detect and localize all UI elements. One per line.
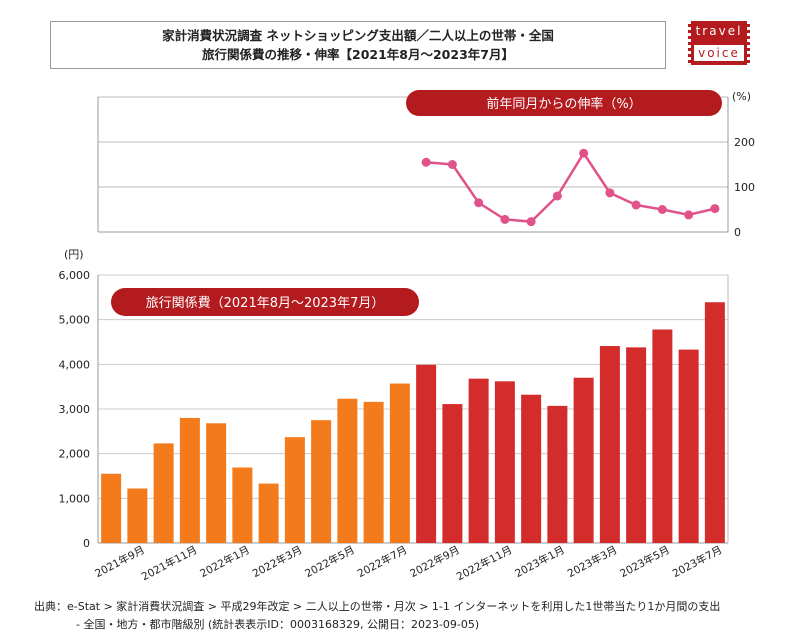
bar-x-tick-label: 2022年9月 bbox=[408, 543, 462, 580]
growth-rate-point bbox=[605, 188, 615, 198]
bar-x-tick-label: 2023年3月 bbox=[565, 543, 619, 580]
line-y-tick-label: 200 bbox=[734, 136, 755, 149]
logo-right-notch bbox=[747, 21, 750, 65]
bar bbox=[678, 349, 699, 543]
bar-y-tick-label: 5,000 bbox=[59, 314, 91, 327]
bar-unit-label: (円) bbox=[64, 248, 84, 261]
bar-series bbox=[101, 302, 725, 543]
bar-y-tick-label: 3,000 bbox=[59, 403, 91, 416]
growth-rate-points bbox=[421, 148, 720, 227]
chart-title-box: 家計消費状況調査 ネットショッピング支出額／二人以上の世帯・全国 旅行関係費の推… bbox=[50, 21, 666, 69]
bar-x-tick-label: 2021年11月 bbox=[139, 543, 199, 583]
bar bbox=[704, 302, 725, 543]
source-note: 出典：e-Stat > 家計消費状況調査 > 平成29年改定 > 二人以上の世帯… bbox=[34, 598, 720, 634]
bar bbox=[442, 404, 463, 543]
bar-y-tick-label: 0 bbox=[83, 537, 90, 550]
bar bbox=[179, 417, 200, 543]
travelvoice-logo: travel voice bbox=[688, 21, 750, 65]
bar-x-tick-label: 2022年7月 bbox=[355, 543, 409, 580]
logo-text-travel: travel bbox=[695, 24, 743, 38]
bar-y-tick-label: 1,000 bbox=[59, 492, 91, 505]
growth-rate-point bbox=[500, 214, 510, 224]
bar-x-tick-label: 2022年1月 bbox=[198, 543, 252, 580]
bar-title-pill bbox=[111, 288, 419, 316]
bar bbox=[337, 398, 358, 543]
bar bbox=[416, 364, 437, 543]
bar bbox=[363, 401, 384, 543]
bar-y-tick-label: 6,000 bbox=[59, 269, 91, 282]
logo-left-notch bbox=[688, 21, 691, 65]
bar bbox=[599, 346, 620, 543]
bar bbox=[101, 473, 122, 543]
bar bbox=[521, 394, 542, 543]
growth-rate-point bbox=[421, 157, 431, 167]
bar-x-tick-label: 2022年3月 bbox=[250, 543, 304, 580]
line-title-pill bbox=[406, 90, 722, 116]
bar-gridlines bbox=[98, 274, 728, 544]
growth-rate-point bbox=[526, 217, 536, 227]
growth-rate-point bbox=[710, 204, 720, 214]
growth-rate-point bbox=[684, 210, 694, 220]
bar-y-tick-label: 4,000 bbox=[59, 358, 91, 371]
line-y-tick-label: 100 bbox=[734, 181, 755, 194]
bar bbox=[311, 420, 332, 543]
bar bbox=[206, 423, 227, 543]
bar bbox=[127, 488, 148, 543]
growth-rate-panel: (%) 0 100 200 前年同月からの伸率（%） bbox=[97, 90, 755, 239]
source-line2: - 全国・地方・都市階級別 (統計表表示ID：0003168329, 公開日：2… bbox=[76, 618, 480, 631]
bar-x-tick-label: 2023年7月 bbox=[670, 543, 724, 580]
bar-x-tick-label: 2021年9月 bbox=[93, 543, 147, 580]
bar bbox=[389, 383, 410, 543]
line-unit-label: (%) bbox=[732, 90, 751, 103]
source-line1: 出典：e-Stat > 家計消費状況調査 > 平成29年改定 > 二人以上の世帯… bbox=[34, 600, 721, 613]
line-title: 前年同月からの伸率（%） bbox=[486, 96, 641, 112]
bar-x-tick-label: 2022年11月 bbox=[454, 543, 514, 583]
chart-title-line1: 家計消費状況調査 ネットショッピング支出額／二人以上の世帯・全国 bbox=[162, 28, 554, 43]
line-y-tick-labels: 0 100 200 bbox=[734, 136, 755, 239]
growth-rate-point bbox=[474, 198, 484, 208]
bar bbox=[626, 347, 647, 543]
growth-rate-point bbox=[447, 160, 457, 169]
growth-rate-point bbox=[631, 200, 641, 210]
line-y-tick-label: 0 bbox=[734, 226, 741, 239]
growth-rate-point bbox=[657, 205, 667, 214]
bar bbox=[547, 405, 568, 543]
growth-rate-point bbox=[579, 148, 589, 158]
bar-x-tick-label: 2022年5月 bbox=[303, 543, 357, 580]
bar bbox=[153, 443, 174, 543]
growth-rate-point bbox=[552, 191, 562, 201]
bar-x-tick-label: 2023年1月 bbox=[513, 543, 567, 580]
logo-text-voice: voice bbox=[694, 45, 744, 61]
bar bbox=[468, 378, 489, 543]
bar bbox=[232, 467, 253, 543]
chart-title-line2: 旅行関係費の推移・伸率【2021年8月～2023年7月】 bbox=[202, 47, 514, 62]
bar bbox=[652, 329, 673, 543]
bar bbox=[494, 381, 515, 543]
travel-spending-panel: (円) 0 1,000 2,000 3,000 4,000 5,000 6,000 旅行関係… bbox=[59, 248, 729, 583]
bar-y-tick-label: 2,000 bbox=[59, 448, 91, 461]
bar-x-tick-labels: 2021年9月2021年11月2022年1月2022年3月2022年5月2022… bbox=[93, 543, 725, 583]
bar-title: 旅行関係費（2021年8月～2023年7月） bbox=[146, 296, 385, 311]
bar bbox=[284, 437, 305, 543]
bar bbox=[258, 483, 279, 543]
bar bbox=[573, 377, 594, 543]
bar-x-tick-label: 2023年5月 bbox=[618, 543, 672, 580]
bar-y-tick-labels: 0 1,000 2,000 3,000 4,000 5,000 6,000 bbox=[59, 269, 91, 550]
